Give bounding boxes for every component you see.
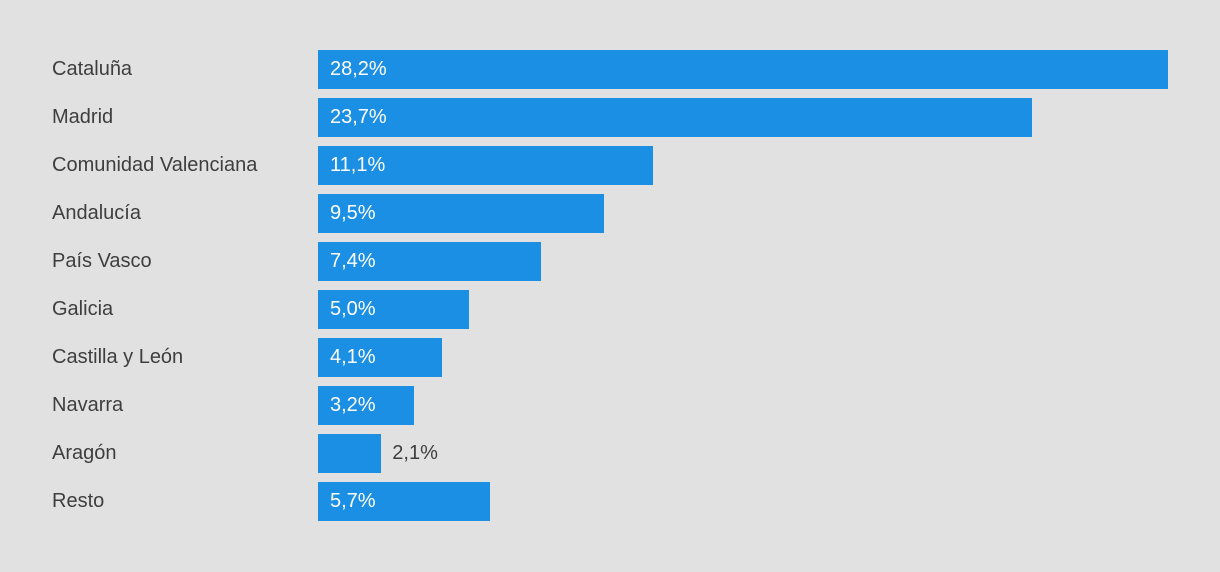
category-label: Comunidad Valenciana xyxy=(52,154,258,176)
bar-area: 9,5% xyxy=(318,194,1220,233)
category-label: Castilla y León xyxy=(52,346,184,368)
bar-area: 28,2% xyxy=(318,50,1220,89)
chart-row: Madrid 23,7% xyxy=(0,98,1220,137)
chart-row: Aragón 2,1% xyxy=(0,434,1220,473)
chart-row: País Vasco 7,4% xyxy=(0,242,1220,281)
category-label: Navarra xyxy=(52,394,124,416)
bar: 5,7% xyxy=(318,482,490,521)
value-label: 28,2% xyxy=(330,58,387,80)
chart-row: Andalucía 9,5% xyxy=(0,194,1220,233)
chart-rows: Cataluña 28,2% Madrid 23,7% Comunidad Va… xyxy=(0,50,1220,530)
value-label: 7,4% xyxy=(330,250,376,272)
bar: 28,2% xyxy=(318,50,1168,89)
value-label: 9,5% xyxy=(330,202,376,224)
category-label: Cataluña xyxy=(52,58,133,80)
bar: 4,1% xyxy=(318,338,442,377)
bar-area: 5,0% xyxy=(318,290,1220,329)
bar: 7,4% xyxy=(318,242,542,281)
value-label: 2,1% xyxy=(392,442,438,464)
chart-row: Resto 5,7% xyxy=(0,482,1220,521)
value-label: 11,1% xyxy=(330,154,386,176)
bar-area: 2,1% xyxy=(318,434,1220,473)
category-label: Aragón xyxy=(52,442,117,464)
bar: 23,7% xyxy=(318,98,1033,137)
value-label: 23,7% xyxy=(330,106,387,128)
bar: 11,1% xyxy=(318,146,653,185)
category-label: Galicia xyxy=(52,298,114,320)
value-label: 5,0% xyxy=(330,298,376,320)
bar-area: 3,2% xyxy=(318,386,1220,425)
category-label: País Vasco xyxy=(52,250,152,272)
category-label: Andalucía xyxy=(52,202,141,224)
bar-area: 23,7% xyxy=(318,98,1220,137)
bar-area: 5,7% xyxy=(318,482,1220,521)
bar: 5,0% xyxy=(318,290,469,329)
bar: 3,2% xyxy=(318,386,415,425)
category-label: Madrid xyxy=(52,106,114,128)
bar-area: 4,1% xyxy=(318,338,1220,377)
chart-row: Navarra 3,2% xyxy=(0,386,1220,425)
bar-area: 11,1% xyxy=(318,146,1220,185)
chart-row: Galicia 5,0% xyxy=(0,290,1220,329)
value-label: 4,1% xyxy=(330,346,376,368)
chart-row: Comunidad Valenciana 11,1% xyxy=(0,146,1220,185)
value-label: 3,2% xyxy=(330,394,376,416)
bar xyxy=(318,434,382,473)
bar: 9,5% xyxy=(318,194,605,233)
value-label: 5,7% xyxy=(330,490,376,512)
bar-area: 7,4% xyxy=(318,242,1220,281)
chart-row: Cataluña 28,2% xyxy=(0,50,1220,89)
chart-row: Castilla y León 4,1% xyxy=(0,338,1220,377)
category-label: Resto xyxy=(52,490,105,512)
